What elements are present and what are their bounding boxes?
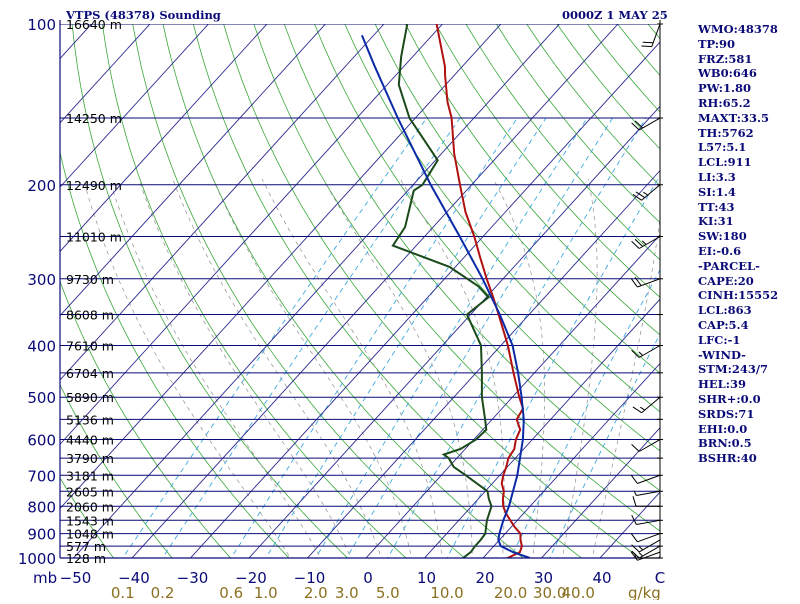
index-line: BSHR:40 xyxy=(698,451,798,466)
index-line: TP:90 xyxy=(698,37,798,52)
height-label: 2605 m xyxy=(66,484,114,499)
temperature-tick-label: −30 xyxy=(177,569,209,587)
mixing-ratio-unit-label: g/kg xyxy=(628,584,661,600)
mixing-ratio-label: 0.2 xyxy=(151,584,175,600)
index-line: BRN:0.5 xyxy=(698,436,798,451)
height-label: 5136 m xyxy=(66,412,114,427)
index-line: EI:-0.6 xyxy=(698,244,798,259)
temperature-tick-label: 20 xyxy=(475,569,494,587)
index-line: LCL:863 xyxy=(698,303,798,318)
index-line: CAP:5.4 xyxy=(698,318,798,333)
height-label: 11010 m xyxy=(66,229,122,244)
height-label: 3181 m xyxy=(66,468,114,483)
index-line: KI:31 xyxy=(698,214,798,229)
index-line: CINH:15552 xyxy=(698,288,798,303)
index-line: WB0:646 xyxy=(698,66,798,81)
station-title: VTPS (48378) Sounding xyxy=(66,8,221,22)
pressure-tick-label: 800 xyxy=(27,498,56,516)
wind-barb-flag xyxy=(641,46,651,47)
pressure-unit-label: mb xyxy=(33,569,57,587)
index-line: PW:1.80 xyxy=(698,81,798,96)
mixing-ratio-label: 40.0 xyxy=(561,584,594,600)
mixing-ratio-label: 2.0 xyxy=(304,584,328,600)
index-line: L57:5.1 xyxy=(698,140,798,155)
height-label: 14250 m xyxy=(66,111,122,126)
height-label: 12490 m xyxy=(66,178,122,193)
index-line: WMO:48378 xyxy=(698,22,798,37)
index-line: -PARCEL- xyxy=(698,259,798,274)
index-line: SI:1.4 xyxy=(698,185,798,200)
mixing-ratio-label: 1.0 xyxy=(254,584,278,600)
height-label: 7610 m xyxy=(66,339,114,354)
height-label: 3790 m xyxy=(66,451,114,466)
height-label: 128 m xyxy=(66,551,106,566)
index-line: TH:5762 xyxy=(698,126,798,141)
pressure-tick-label: 900 xyxy=(27,526,56,544)
index-line: SW:180 xyxy=(698,229,798,244)
mixing-ratio-label: 5.0 xyxy=(376,584,400,600)
height-label: 6704 m xyxy=(66,366,114,381)
mixing-ratio-label: 10.0 xyxy=(430,584,463,600)
height-label: 9730 m xyxy=(66,272,114,287)
index-line: LCL:911 xyxy=(698,155,798,170)
index-line: EHI:0.0 xyxy=(698,422,798,437)
index-line: CAPE:20 xyxy=(698,274,798,289)
pressure-tick-label: 600 xyxy=(27,432,56,450)
height-label: 4440 m xyxy=(66,433,114,448)
index-line: TT:43 xyxy=(698,200,798,215)
mixing-ratio-label: 0.6 xyxy=(219,584,243,600)
mixing-ratio-label: 20.0 xyxy=(494,584,527,600)
index-line: MAXT:33.5 xyxy=(698,111,798,126)
index-line: SHR+:0.0 xyxy=(698,392,798,407)
height-label: 2060 m xyxy=(66,499,114,514)
index-line: STM:243/7 xyxy=(698,362,798,377)
wind-barb-flag xyxy=(643,42,654,43)
pressure-tick-label: 400 xyxy=(27,338,56,356)
index-line: LI:3.3 xyxy=(698,170,798,185)
pressure-tick-label: 1000 xyxy=(18,550,56,568)
index-line: RH:65.2 xyxy=(698,96,798,111)
pressure-tick-label: 700 xyxy=(27,467,56,485)
index-line: HEL:39 xyxy=(698,377,798,392)
mixing-ratio-label: 0.1 xyxy=(111,584,135,600)
pressure-tick-label: 500 xyxy=(27,389,56,407)
index-line: FRZ:581 xyxy=(698,52,798,67)
mixing-ratio-label: 3.0 xyxy=(335,584,359,600)
pressure-tick-label: 100 xyxy=(27,16,56,34)
temperature-tick-label: 0 xyxy=(363,569,373,587)
pressure-tick-label: 300 xyxy=(27,271,56,289)
index-line: LFC:-1 xyxy=(698,333,798,348)
index-line: SRDS:71 xyxy=(698,407,798,422)
temperature-tick-label: −50 xyxy=(60,569,92,587)
datetime-label: 0000Z 1 MAY 25 xyxy=(562,8,668,22)
height-label: 5890 m xyxy=(66,390,114,405)
pressure-tick-label: 200 xyxy=(27,177,56,195)
temperature-tick-label: 40 xyxy=(592,569,611,587)
height-label: 8608 m xyxy=(66,308,114,323)
index-line: -WIND- xyxy=(698,348,798,363)
